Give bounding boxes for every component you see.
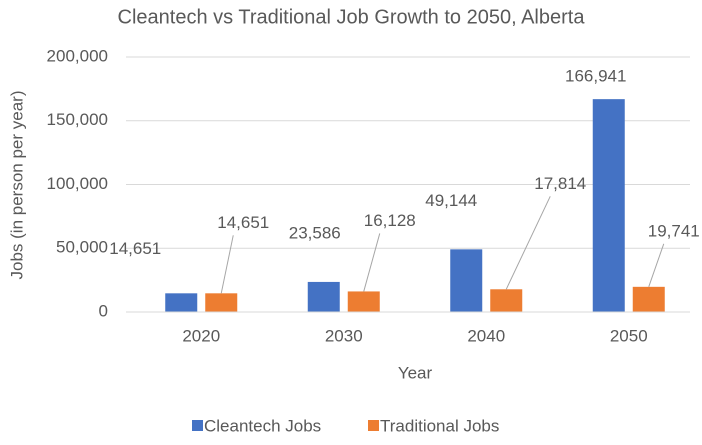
bar <box>450 249 483 312</box>
y-axis-label: Jobs (in person per year) <box>7 91 26 280</box>
bar <box>632 286 665 312</box>
x-tick-label: 2040 <box>467 326 505 345</box>
legend-label: Cleantech Jobs <box>204 416 321 435</box>
y-tick-label: 0 <box>99 301 108 320</box>
chart-title: Cleantech vs Traditional Job Growth to 2… <box>118 6 586 28</box>
y-tick-label: 50,000 <box>56 238 108 257</box>
leader-line <box>363 233 381 292</box>
leader-line <box>505 196 551 290</box>
bar <box>205 293 238 312</box>
data-label: 16,128 <box>364 211 416 230</box>
leader-line <box>220 235 234 294</box>
data-label: 23,586 <box>289 223 341 242</box>
data-label: 14,651 <box>109 239 161 258</box>
x-tick-label: 2020 <box>182 326 220 345</box>
x-axis-label: Year <box>398 363 433 382</box>
data-label: 14,651 <box>217 213 269 232</box>
y-tick-label: 200,000 <box>47 46 108 65</box>
data-label: 19,741 <box>648 221 700 240</box>
x-tick-label: 2030 <box>325 326 363 345</box>
bar <box>592 99 625 312</box>
data-label: 17,814 <box>534 174 586 193</box>
legend-label: Traditional Jobs <box>380 416 499 435</box>
y-tick-label: 100,000 <box>47 174 108 193</box>
leader-line <box>648 243 665 287</box>
data-label: 49,144 <box>425 191 477 210</box>
x-tick-label: 2050 <box>610 326 648 345</box>
y-tick-label: 150,000 <box>47 110 108 129</box>
bar <box>307 281 340 312</box>
bar <box>165 293 198 312</box>
bar <box>490 289 523 312</box>
bar <box>347 291 380 312</box>
legend-swatch <box>368 420 379 431</box>
data-label: 166,941 <box>565 67 626 86</box>
legend-swatch <box>192 420 203 431</box>
